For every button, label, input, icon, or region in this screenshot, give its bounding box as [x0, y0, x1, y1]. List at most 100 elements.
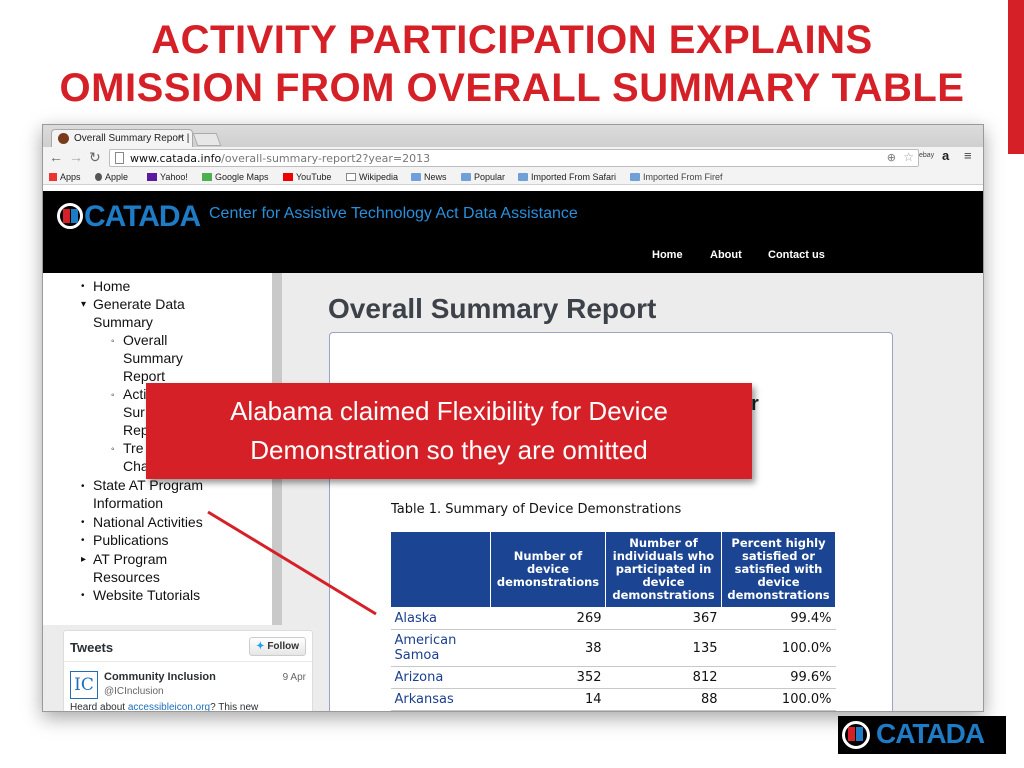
nav-contact[interactable]: Contact us	[768, 249, 825, 261]
follow-button[interactable]: ✦ Follow	[249, 637, 306, 656]
folder-icon	[630, 173, 640, 181]
bookmark-popular[interactable]: Popular	[461, 172, 505, 182]
callout-box: Alabama claimed Flexibility for Device D…	[146, 383, 752, 479]
sidebar-item-state-info-2[interactable]: Information	[93, 495, 164, 511]
table-row: Arizona 352 812 99.6%	[390, 666, 836, 689]
tweet-link[interactable]: accessibleicon.org	[127, 702, 211, 712]
new-tab-button[interactable]	[192, 133, 222, 146]
bullet-icon: ◦	[111, 444, 115, 455]
sidebar-item-tutorials[interactable]: Website Tutorials	[93, 587, 201, 603]
site-tagline: Center for Assistive Technology Act Data…	[209, 205, 578, 222]
row-state[interactable]: American Samoa	[390, 629, 491, 667]
sidebar-item-overall-2[interactable]: Summary	[123, 350, 183, 366]
browser-window: Overall Summary Report | × ← → ↻ www.cat…	[42, 124, 984, 712]
callout-line-2: Demonstration so they are omitted	[250, 435, 648, 465]
maps-icon	[202, 173, 212, 181]
sidebar-item-national[interactable]: National Activities	[93, 514, 203, 530]
row-pct: 100.0%	[721, 629, 836, 667]
slide-title-line-2: OMISSION FROM OVERALL SUMMARY TABLE	[59, 66, 965, 110]
url-input[interactable]: www.catada.info/overall-summary-report2?…	[109, 149, 919, 167]
forward-arrow-icon[interactable]: →	[69, 149, 83, 165]
site-logo[interactable]: CATADA	[57, 200, 201, 234]
bookmark-imported-firefox[interactable]: Imported From Firef	[630, 172, 723, 182]
sidebar-item-publications[interactable]: Publications	[93, 532, 169, 548]
avatar[interactable]: IC	[70, 671, 98, 699]
sidebar-item-home[interactable]: Home	[93, 278, 131, 294]
bookmark-yahoo[interactable]: Yahoo!	[147, 172, 188, 182]
row-demos: 352	[490, 666, 606, 689]
row-people: 135	[605, 629, 722, 667]
reload-icon[interactable]: ↻	[89, 149, 101, 165]
table-header-state	[390, 531, 491, 608]
bookmark-news[interactable]: News	[411, 172, 447, 182]
bullet-icon: •	[81, 517, 85, 528]
folder-icon	[518, 173, 528, 181]
row-demos: 269	[490, 607, 606, 630]
wikipedia-icon	[346, 173, 356, 181]
row-state[interactable]: Alaska	[390, 607, 491, 630]
divider	[64, 661, 312, 662]
ebay-extension-icon[interactable]: ebay	[919, 152, 935, 159]
url-path: /overall-summary-report2?year=2013	[221, 152, 431, 165]
sidebar-item-state-info[interactable]: State AT Program	[93, 477, 203, 493]
row-state[interactable]: Arizona	[390, 666, 491, 689]
sidebar-item-overall-3[interactable]: Report	[123, 368, 166, 384]
sidebar-item-generate-2[interactable]: Summary	[93, 314, 153, 330]
bookmark-youtube[interactable]: YouTube	[283, 172, 331, 182]
corner-logo: CATADA	[838, 716, 1006, 754]
folder-icon	[461, 173, 471, 181]
collapsed-icon: ▸	[81, 554, 87, 565]
zoom-icon[interactable]: ⊕	[886, 151, 896, 164]
table-row: American Samoa 38 135 100.0%	[390, 629, 836, 667]
sidebar-item-resources-2[interactable]: Resources	[93, 569, 160, 585]
tweet-handle[interactable]: @ICInclusion	[104, 686, 164, 697]
logo-icon	[57, 203, 83, 229]
apps-icon	[49, 173, 57, 181]
accent-bar	[1008, 0, 1024, 154]
nav-about[interactable]: About	[710, 249, 742, 261]
favicon-icon	[58, 133, 69, 144]
table-header-pct: Percent highly satisfied or satisfied wi…	[721, 531, 836, 608]
tweet-text: Heard about accessibleicon.org? This new	[70, 702, 259, 712]
partial-heading: r	[751, 393, 759, 415]
apple-icon	[95, 173, 102, 181]
tweets-title: Tweets	[70, 640, 114, 655]
sidebar-item-overall[interactable]: Overall	[123, 332, 168, 348]
callout-line-1: Alabama claimed Flexibility for Device	[230, 396, 668, 426]
bullet-icon: ◦	[111, 336, 115, 347]
browser-tab[interactable]: Overall Summary Report | ×	[51, 129, 193, 147]
logo-icon	[842, 721, 870, 749]
bullet-icon: •	[81, 281, 85, 292]
bookmark-google-maps[interactable]: Google Maps	[202, 172, 269, 182]
sidebar-item-activity-2[interactable]: Sur	[123, 404, 145, 420]
url-host: www.catada.info	[130, 152, 222, 165]
expanded-icon: ▾	[81, 299, 87, 310]
tweet-date[interactable]: 9 Apr	[282, 672, 306, 683]
toolbar: ← → ↻ www.catada.info/overall-summary-re…	[43, 147, 983, 169]
star-icon[interactable]: ☆	[903, 150, 914, 164]
row-people: 88	[605, 688, 722, 711]
sidebar-item-activity-3[interactable]: Rep	[123, 422, 149, 438]
amazon-extension-icon[interactable]: a	[942, 148, 950, 163]
sidebar-item-resources[interactable]: AT Program	[93, 551, 168, 567]
back-arrow-icon[interactable]: ←	[49, 149, 63, 165]
sidebar-item-generate[interactable]: Generate Data	[93, 296, 185, 312]
bookmark-wikipedia[interactable]: Wikipedia	[346, 172, 398, 182]
bookmark-apps[interactable]: Apps	[49, 172, 81, 182]
row-state[interactable]: Arkansas	[390, 688, 491, 711]
nav-home[interactable]: Home	[652, 249, 683, 261]
tweet-author[interactable]: Community Inclusion	[104, 671, 216, 683]
tweets-widget: Tweets ✦ Follow IC Community Inclusion @…	[63, 630, 313, 712]
close-icon[interactable]: ×	[178, 132, 184, 143]
page-icon	[115, 152, 124, 164]
row-pct: 99.6%	[721, 666, 836, 689]
sidebar-item-activity[interactable]: Acti	[123, 386, 147, 402]
menu-icon[interactable]: ≡	[964, 148, 972, 163]
sidebar-item-trend-2[interactable]: Cha	[123, 458, 149, 474]
sidebar-item-trend[interactable]: Tre	[123, 440, 144, 456]
bookmark-imported-safari[interactable]: Imported From Safari	[518, 172, 616, 182]
bookmark-apple[interactable]: Apple	[95, 172, 128, 182]
bullet-icon: •	[81, 535, 85, 546]
twitter-bird-icon: ✦	[256, 641, 265, 652]
row-demos: 38	[490, 629, 606, 667]
